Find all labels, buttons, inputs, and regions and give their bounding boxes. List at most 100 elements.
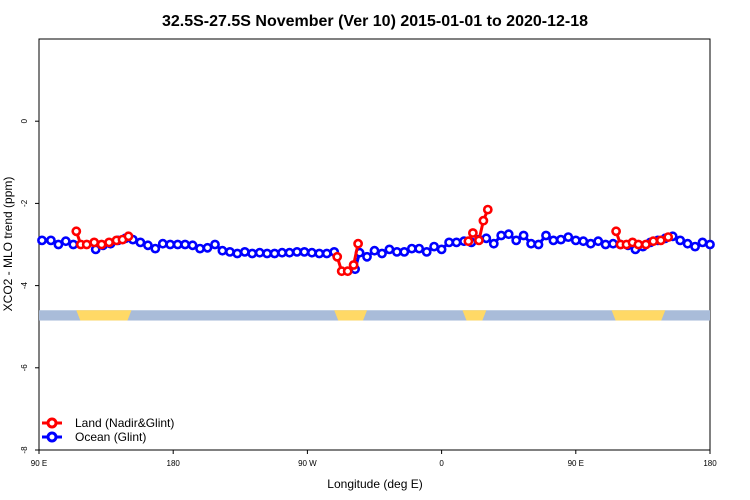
data-point-ocean <box>150 243 161 254</box>
data-point-land <box>655 235 666 246</box>
data-point-ocean <box>451 237 462 248</box>
data-point-ocean <box>165 239 176 250</box>
data-point-ocean <box>570 235 581 246</box>
data-point-ocean <box>254 247 265 258</box>
data-point-ocean <box>384 244 395 255</box>
y-tick-label: -2 <box>20 199 29 207</box>
x-tick-label: 180 <box>167 459 181 468</box>
data-point-land <box>81 239 92 250</box>
data-point-ocean <box>414 243 425 254</box>
data-point-ocean <box>180 239 190 250</box>
data-point-ocean <box>518 230 529 241</box>
data-point-ocean <box>533 239 544 250</box>
data-point-ocean <box>399 246 410 257</box>
x-tick-label: 90 E <box>31 459 47 468</box>
y-axis-label: XCO2 - MLO trend (ppm) <box>1 177 15 312</box>
data-point-ocean <box>541 230 551 241</box>
data-point-land <box>473 235 484 246</box>
data-point-land <box>104 237 114 248</box>
data-point-land <box>348 260 359 270</box>
data-point-land <box>633 239 644 250</box>
data-point-ocean <box>314 248 325 259</box>
x-tick-label: 0 <box>439 459 444 468</box>
land-mask-region <box>611 310 666 321</box>
data-point-land <box>123 231 134 242</box>
legend-item-land: Land (Nadir&Glint) <box>42 416 174 430</box>
data-point-ocean <box>488 238 499 249</box>
data-point-land <box>641 239 651 250</box>
legend-ocean-marker <box>46 431 58 443</box>
data-point-ocean <box>284 247 295 258</box>
data-point-ocean <box>511 235 522 246</box>
data-point-ocean <box>321 248 332 259</box>
series <box>37 204 715 277</box>
data-point-land <box>353 238 363 249</box>
legend-land-label: Land (Nadir&Glint) <box>75 416 174 430</box>
land-ocean-strip <box>39 310 710 321</box>
data-point-land <box>332 251 343 262</box>
data-point-ocean <box>421 246 432 257</box>
data-point-ocean <box>157 238 168 249</box>
data-point-ocean <box>608 238 618 249</box>
data-point-ocean <box>135 237 146 248</box>
data-point-ocean <box>210 239 220 250</box>
land-mask-region <box>334 310 368 321</box>
data-point-ocean <box>217 245 228 256</box>
data-point-land <box>648 236 659 247</box>
data-point-land <box>467 228 478 238</box>
data-point-land <box>663 232 674 242</box>
data-point-ocean <box>60 236 71 247</box>
y-tick-label: -4 <box>20 281 29 289</box>
data-point-ocean <box>600 239 611 250</box>
data-point-ocean <box>429 241 439 252</box>
data-point-ocean <box>705 239 715 250</box>
data-point-ocean <box>247 248 258 259</box>
data-point-ocean <box>496 230 507 241</box>
data-point-ocean <box>585 238 596 249</box>
data-point-ocean <box>526 238 536 249</box>
data-point-land <box>478 215 489 226</box>
land-mask-region <box>76 310 132 321</box>
data-point-ocean <box>593 236 604 247</box>
data-point-ocean <box>37 235 47 246</box>
data-point-ocean <box>299 246 310 257</box>
data-point-land <box>482 204 493 215</box>
y-tick-label: -6 <box>20 364 29 372</box>
data-point-ocean <box>369 245 380 256</box>
data-point-ocean <box>224 246 235 257</box>
x-tick-label: 180 <box>703 459 717 468</box>
x-axis-label: Longitude (deg E) <box>327 477 422 491</box>
data-point-land <box>611 226 621 237</box>
x-tick-label: 90 E <box>568 459 584 468</box>
data-point-ocean <box>202 242 213 253</box>
land-mask-region <box>462 310 487 321</box>
ocean-mask-band <box>39 310 710 321</box>
data-point-ocean <box>675 235 686 246</box>
data-point-ocean <box>142 240 153 251</box>
series-ocean <box>37 229 715 275</box>
data-point-ocean <box>239 246 250 257</box>
data-point-ocean <box>53 239 64 250</box>
data-point-land <box>71 226 82 237</box>
axes: 90 E 180 90 W 0 90 E 180 0 -2 -4 -6 -8 <box>20 118 717 468</box>
data-point-ocean <box>503 229 514 240</box>
series-land <box>71 204 674 277</box>
legend-item-ocean: Ocean (Glint) <box>42 430 146 444</box>
legend-land-marker <box>46 417 58 429</box>
legend-ocean-label: Ocean (Glint) <box>75 430 146 444</box>
x-tick-label: 90 W <box>298 459 317 468</box>
y-tick-label: -8 <box>20 446 29 454</box>
data-point-land <box>463 236 474 247</box>
data-point-ocean <box>262 248 272 259</box>
data-point-ocean <box>46 235 56 246</box>
data-point-ocean <box>682 238 693 249</box>
legend: Land (Nadir&Glint) Ocean (Glint) <box>42 416 174 444</box>
data-point-ocean <box>697 237 708 248</box>
data-point-ocean <box>195 243 205 254</box>
data-point-ocean <box>68 239 79 250</box>
data-point-ocean <box>563 232 574 242</box>
data-point-ocean <box>306 247 317 258</box>
data-point-land <box>342 266 353 277</box>
y-tick-label: 0 <box>20 118 29 123</box>
